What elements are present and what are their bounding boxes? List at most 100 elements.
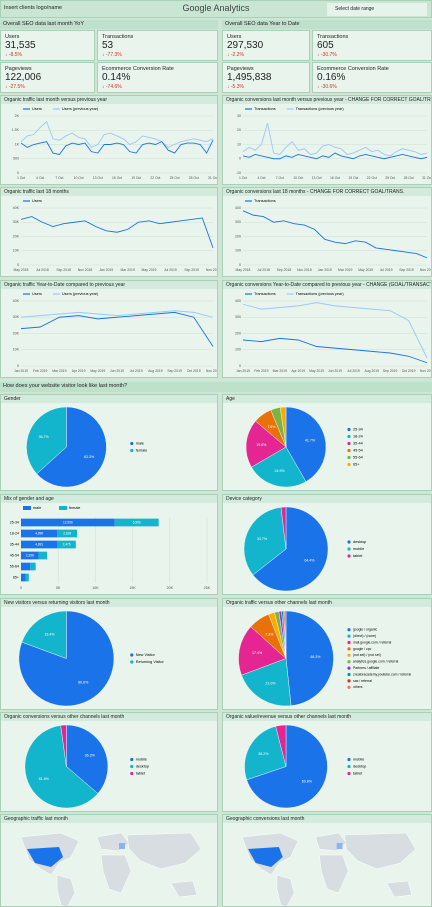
- map-highlight: [119, 843, 125, 849]
- x-tick-label: Sep 2018: [56, 268, 71, 272]
- legend-label: Partners / affiliate: [353, 666, 379, 670]
- x-tick-label: 15K: [129, 586, 136, 590]
- chart-title: Organic conversions last month versus pr…: [223, 96, 431, 104]
- bar-label: 5,906: [133, 520, 141, 524]
- line-series: [242, 123, 428, 157]
- pie-slice: [285, 610, 334, 706]
- date-range-selector[interactable]: Select date range: [327, 3, 427, 16]
- x-tick-label: Nov 20…: [206, 268, 218, 272]
- x-tick-label: Jul 2019: [380, 268, 393, 272]
- chart: 36.3% 61.5% mobile desktop tablet: [24, 724, 149, 809]
- x-tick-label: 25 Oct: [385, 176, 395, 180]
- kpi-card: Ecommerce Conversion Rate 0.16% ↓ -30.6%: [312, 62, 432, 93]
- chart: [241, 832, 416, 906]
- x-tick-label: 7 Oct: [55, 176, 63, 180]
- legend-label: mobile: [353, 547, 364, 551]
- x-tick-label: May 2019: [90, 369, 105, 373]
- bar-label: 12,596: [63, 520, 73, 524]
- kpi-card: Pageviews 122,006 ↓ -27.5%: [0, 62, 95, 93]
- kpi-label: Transactions: [102, 34, 134, 40]
- x-tick-label: Sep 2019: [399, 268, 414, 272]
- map-region: [100, 854, 132, 894]
- chart: Transactions 0 100 200 300 400 May 2018 Jul 201…: [235, 199, 431, 272]
- chart-title: Mix of gender and age: [1, 495, 217, 503]
- kpi-label: Pageviews: [5, 66, 32, 72]
- x-tick-label: 31 Oct: [208, 176, 218, 180]
- chart-panel: Organic traffic last month versus previo…: [0, 95, 218, 185]
- pie-slice: [66, 724, 109, 794]
- chart: Users 0 10K 20K 30K 40K May 2018 Jul 2018 Sep 20…: [13, 199, 218, 272]
- legend-swatch: [130, 660, 134, 664]
- bar-label: 4,891: [35, 542, 43, 546]
- x-tick-label: 16 Oct: [112, 176, 122, 180]
- legend-label: analytics.google.com / referral: [353, 660, 398, 664]
- line-series: [20, 140, 214, 155]
- y-tick-label: -10: [236, 171, 241, 175]
- legend-label: Users (previous year): [62, 107, 99, 111]
- chart-title: Device category: [223, 495, 431, 503]
- legend-swatch: [347, 660, 351, 664]
- kpi-change: ↓ -8.5%: [5, 52, 22, 58]
- legend-swatch: [130, 757, 134, 762]
- x-tick-label: 22 Oct: [150, 176, 160, 180]
- legend-swatch: [347, 672, 351, 677]
- legend-label: creatoracademy.youtube.com / referral: [353, 672, 411, 676]
- map-region: [56, 874, 76, 906]
- bar-segment: [21, 562, 31, 571]
- line-series: [20, 311, 214, 347]
- kpi-card: Pageviews 1,495,838 ↓ -5.3%: [222, 62, 310, 93]
- chart-title: Organic traffic versus other channels la…: [223, 599, 431, 607]
- pie-slice: [21, 610, 67, 659]
- chart-panel: Organic traffic versus other channels la…: [222, 598, 432, 710]
- chart-title: Organic traffic Year-to-Date compared to…: [1, 281, 217, 289]
- x-tick-label: 10K: [92, 586, 99, 590]
- bar-segment: [21, 573, 26, 582]
- map-region: [319, 854, 349, 894]
- y-tick-label: 400: [235, 206, 241, 210]
- y-tick-label: 40K: [13, 299, 20, 303]
- legend-label: tablet: [353, 772, 363, 776]
- slice-label: 19.6%: [256, 443, 267, 447]
- y-tick-label: 300: [235, 315, 241, 319]
- kpi-change: ↓ -30.7%: [317, 52, 337, 58]
- slice-label: 61.5%: [39, 777, 50, 781]
- legend-label: Transactions (previous year): [296, 292, 345, 296]
- legend-swatch: [347, 547, 351, 551]
- legend-swatch: [347, 757, 351, 762]
- y-tick-label: 20K: [13, 331, 20, 335]
- x-tick-label: Sep 2019: [383, 369, 398, 373]
- legend-label: mobile: [353, 758, 364, 762]
- kpi-value: 605: [317, 40, 334, 51]
- legend-label: google / cpc: [353, 647, 372, 651]
- y-tick-label: 45-54: [10, 553, 19, 557]
- y-tick-label: 10: [237, 142, 241, 146]
- chart-panel: Organic traffic Year-to-Date compared to…: [0, 280, 218, 378]
- map-region: [126, 832, 202, 870]
- logo-placeholder: Insert clients logo/name: [4, 5, 63, 11]
- y-tick-label: 10K: [13, 348, 20, 352]
- legend-swatch: [347, 685, 351, 689]
- legend-swatch: [347, 434, 351, 439]
- pie-slice: [26, 406, 67, 475]
- legend-swatch: [347, 540, 351, 544]
- pie-slice: [280, 506, 287, 550]
- y-tick-label: 0: [239, 263, 241, 267]
- chart-title: Organic traffic last 18 months: [1, 188, 217, 196]
- legend-swatch: [347, 640, 351, 645]
- x-tick-label: Aug 2019: [148, 369, 163, 373]
- y-tick-label: 100: [235, 249, 241, 253]
- bar-label: 2,476: [63, 542, 71, 546]
- x-tick-label: Mar 2019: [121, 268, 135, 272]
- legend-swatch: [347, 427, 351, 432]
- line-series: [20, 216, 214, 249]
- kpi-change: ↓ -30.6%: [317, 84, 337, 90]
- kpi-card: Ecommerce Conversion Rate 0.14% ↓ -74.6%: [97, 62, 218, 93]
- legend-swatch: [347, 647, 351, 651]
- x-tick-label: 0: [20, 586, 22, 590]
- x-tick-label: Mar 2019: [52, 369, 66, 373]
- y-tick-label: 0: [17, 364, 19, 368]
- x-tick-label: Jul 2018: [36, 268, 49, 272]
- bar-segment: [57, 529, 78, 538]
- legend-swatch: [347, 679, 351, 683]
- chart: 41.7% 24.9% 19.6% 7.6% 25-34 18-24 35-44 45-54 5…: [245, 406, 363, 488]
